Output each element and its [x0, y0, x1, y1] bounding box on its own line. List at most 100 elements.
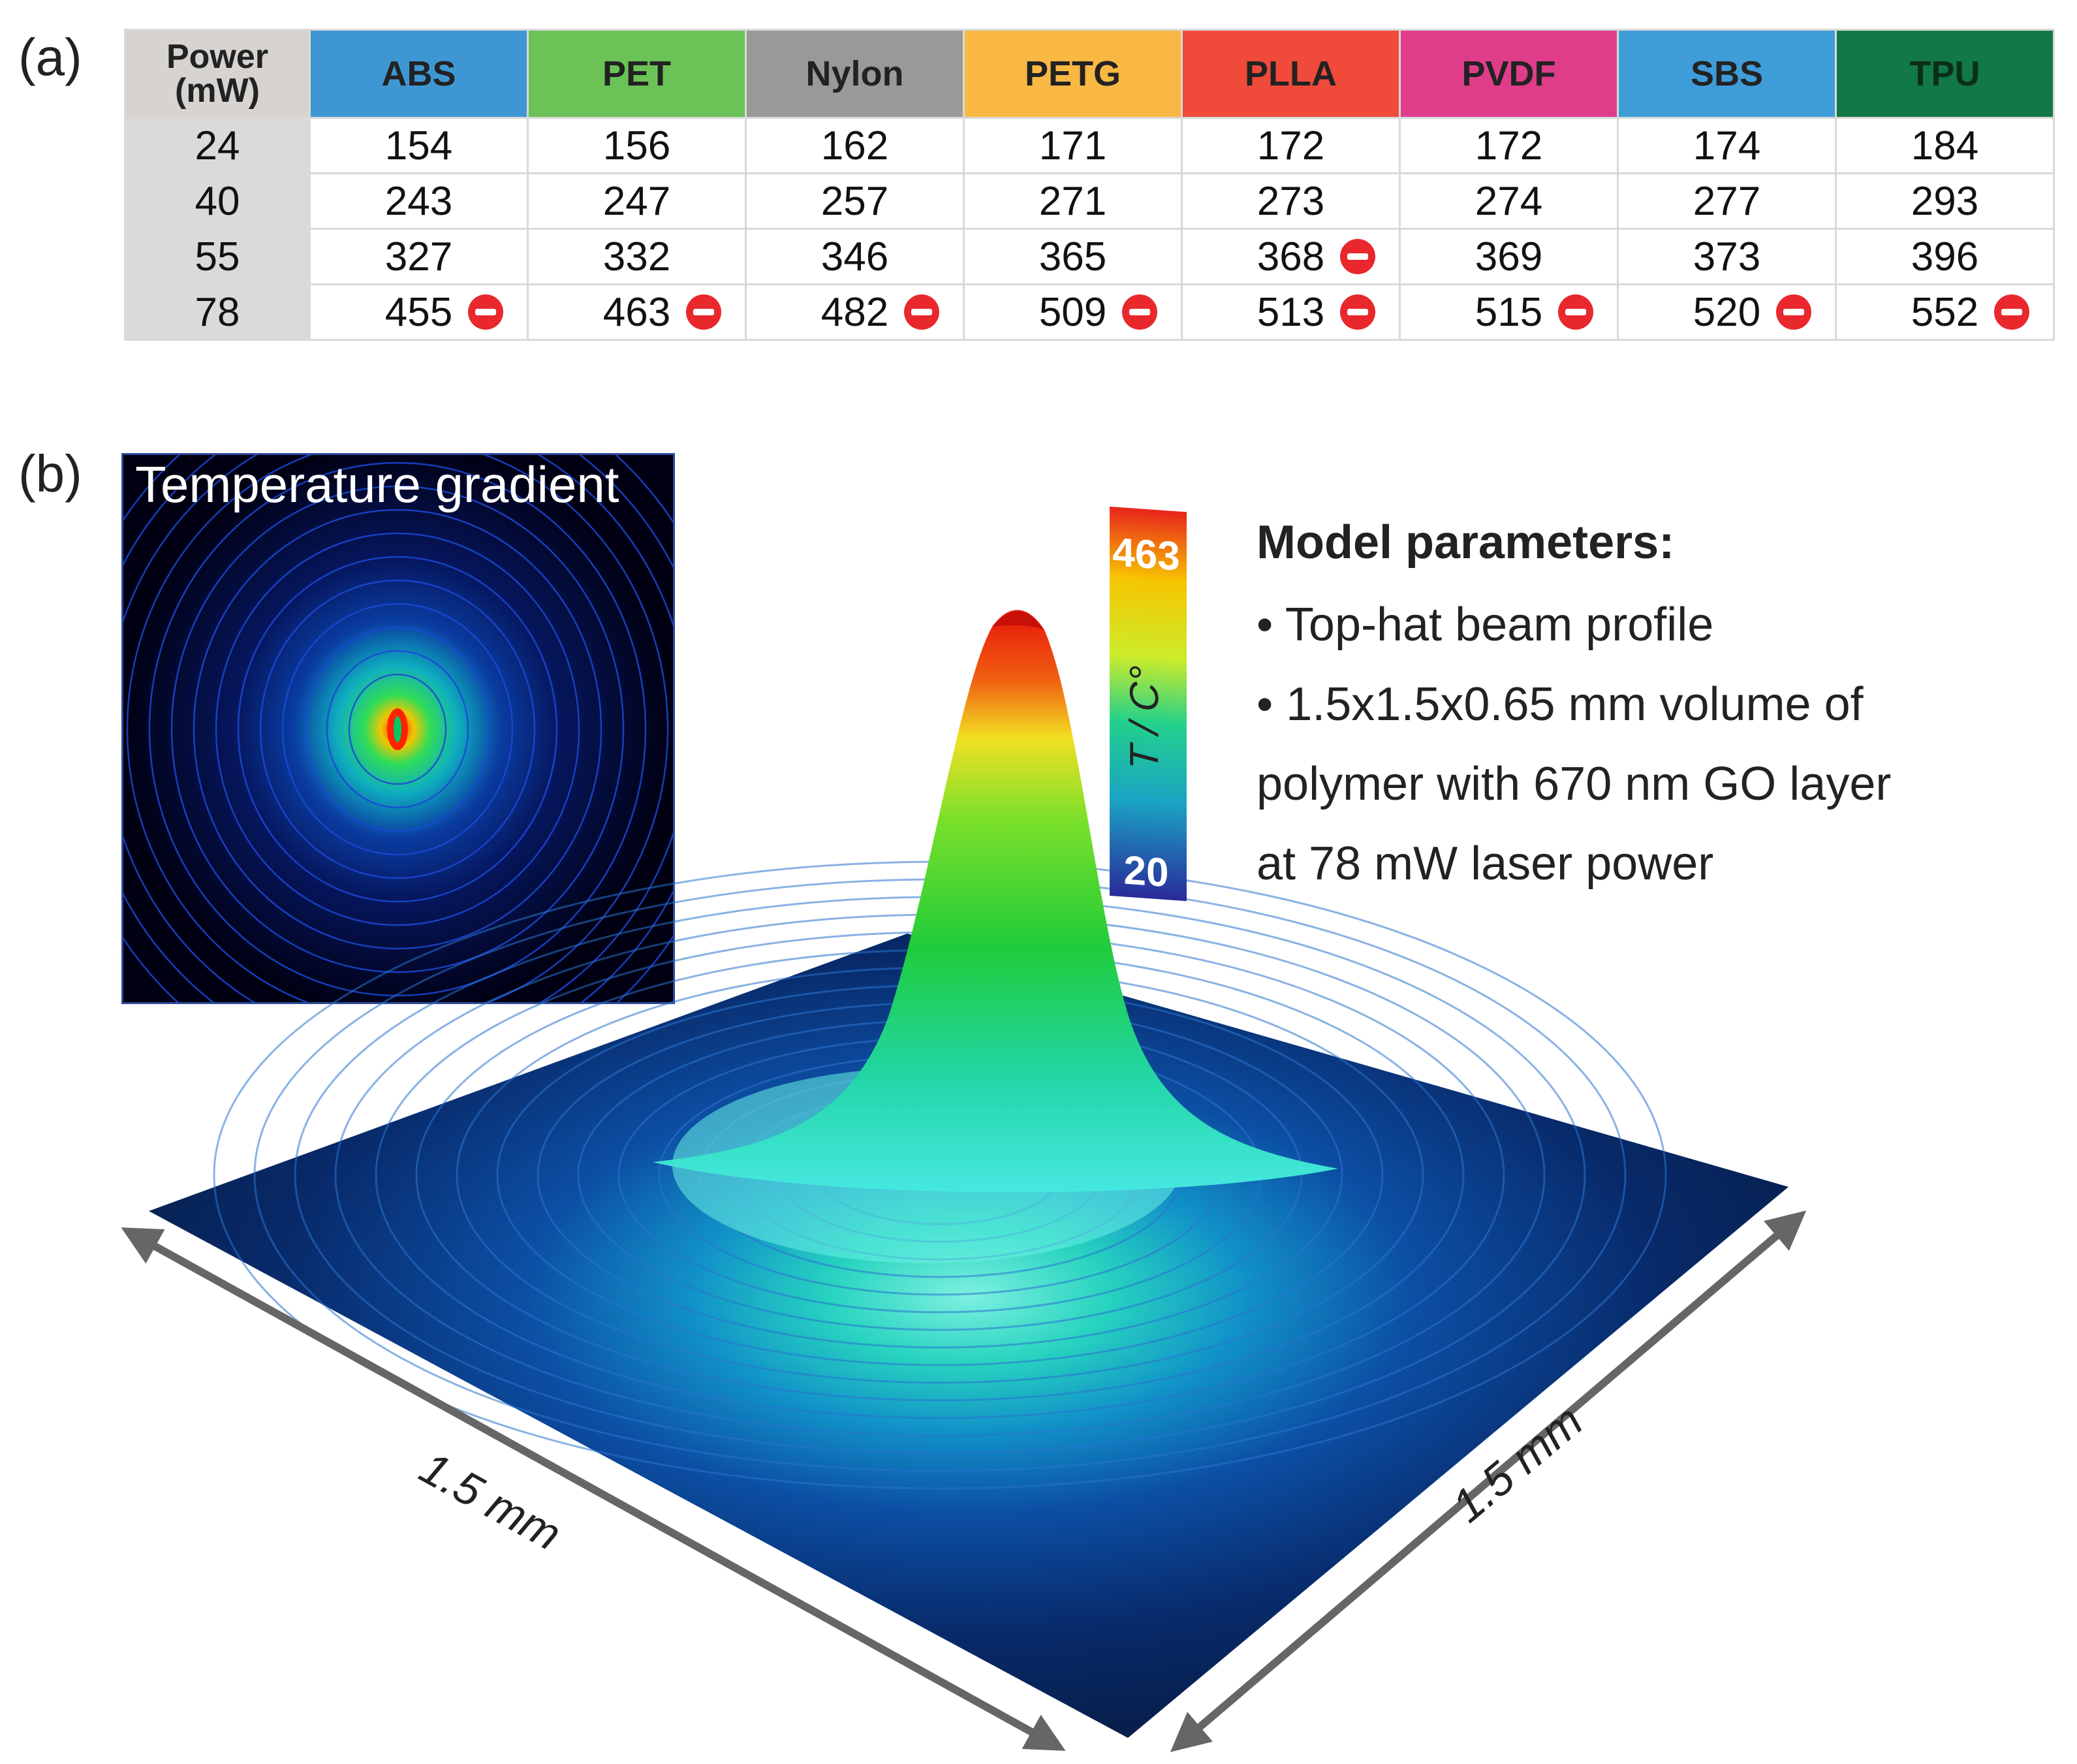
temperature-value: 274: [1475, 178, 1543, 224]
stop-icon: [1340, 239, 1376, 274]
surface-contour: [617, 1037, 1262, 1314]
material-header-pvdf: PVDF: [1399, 29, 1619, 119]
temperature-cell: 455: [309, 283, 529, 341]
temperature-cell: 482: [745, 283, 965, 341]
cell-content: 154: [385, 123, 452, 169]
cell-content: 293: [1911, 178, 1978, 225]
temperature-value: 520: [1693, 289, 1761, 335]
model-parameter-line-4: at 78 mW laser power: [1257, 838, 1714, 890]
power-header-line1: Power: [166, 38, 269, 76]
surface-contour: [537, 1001, 1343, 1349]
axis-label-right: 1.5 mm: [1443, 1395, 1592, 1532]
temperature-value: 463: [602, 289, 671, 335]
cell-content: 369: [1475, 234, 1542, 280]
power-cell: 40: [124, 172, 311, 230]
temperature-cell: 369: [1399, 228, 1619, 285]
cell-content: 274: [1475, 178, 1542, 225]
temperature-value: 368: [1257, 234, 1325, 279]
temperature-gradient-map: Temperature gradient: [123, 455, 673, 1002]
cell-content: 247: [603, 178, 670, 225]
temperature-value: 369: [1475, 234, 1543, 279]
cell-content: 509: [1039, 289, 1158, 336]
power-cell: 78: [124, 283, 311, 341]
temperature-value: 552: [1911, 289, 1979, 335]
temperature-value: 172: [1475, 123, 1543, 168]
stop-icon: [1122, 294, 1158, 330]
surface-contour: [375, 931, 1505, 1419]
stop-icon: [686, 294, 722, 330]
temperature-value: 271: [1038, 178, 1107, 224]
temperature-cell: 513: [1181, 283, 1401, 341]
stop-icon: [1340, 294, 1376, 330]
temperature-cell: 174: [1617, 117, 1837, 174]
surface-contour: [658, 1054, 1222, 1296]
temperature-value: 455: [384, 289, 453, 335]
axis-arrow-right: [1170, 1210, 1807, 1752]
colorbar-gradient: [1110, 507, 1187, 902]
temperature-value: 482: [820, 289, 889, 335]
temperature-cell: 156: [527, 117, 747, 174]
surface-contour: [577, 1019, 1303, 1331]
temperature-cell: 271: [963, 172, 1183, 230]
temperature-cell: 552: [1835, 283, 2055, 341]
axis-arrow-left: [121, 1227, 1066, 1751]
model-parameter-line-2: • 1.5x1.5x0.65 mm volume of: [1257, 678, 1864, 731]
surface-contour: [739, 1090, 1141, 1261]
temperature-cell: 274: [1399, 172, 1619, 230]
model-parameters-title: Model parameters:: [1257, 516, 1675, 569]
cell-content: 552: [1911, 289, 2030, 336]
temperature-cell: 172: [1399, 117, 1619, 174]
stop-icon: [1994, 294, 2030, 330]
surface-glow: [672, 1067, 1181, 1263]
cell-content: 373: [1693, 234, 1760, 280]
temperature-cell: 162: [745, 117, 965, 174]
temperature-value: 277: [1693, 178, 1761, 224]
colorbar-unit-label: T / C°: [1122, 665, 1167, 772]
cell-content: 332: [603, 234, 670, 280]
temperature-value: 172: [1257, 123, 1325, 168]
cell-content: 243: [385, 178, 452, 225]
surface-contour: [698, 1072, 1181, 1278]
inset-title: Temperature gradient: [135, 456, 619, 513]
inset-contour: [348, 673, 447, 785]
table-row: 55 327 332 346 365 368 369 373 396: [124, 228, 2055, 285]
cell-content: 515: [1475, 289, 1594, 336]
temperature-value: 373: [1693, 234, 1761, 279]
temperature-value: 515: [1475, 289, 1543, 335]
material-header-pet: PET: [527, 29, 747, 119]
cell-content: 271: [1039, 178, 1106, 225]
panel-a-label: (a): [18, 28, 82, 86]
model-parameter-line-1: • Top-hat beam profile: [1257, 599, 1714, 651]
inset-contour: [281, 603, 514, 856]
material-header-sbs: SBS: [1617, 29, 1837, 119]
temperature-cell: 365: [963, 228, 1183, 285]
material-header-plla: PLLA: [1181, 29, 1401, 119]
temperature-value: 243: [384, 178, 453, 224]
temperature-cell: 273: [1181, 172, 1401, 230]
cell-content: 482: [820, 289, 940, 336]
inset-contour: [304, 626, 492, 832]
cell-content: 273: [1257, 178, 1324, 225]
cell-content: 455: [384, 289, 504, 336]
temperature-value: 396: [1911, 234, 1979, 279]
temperature-value: 273: [1257, 178, 1325, 224]
temperature-cell: 247: [527, 172, 747, 230]
cell-content: 257: [821, 178, 888, 225]
cell-content: 365: [1039, 234, 1106, 280]
temperature-cell: 520: [1617, 283, 1837, 341]
cell-content: 172: [1257, 123, 1324, 169]
table-header-row: Power (mW) ABS PET Nylon PETG PLLA PVDF …: [124, 29, 2055, 119]
temperature-cell: 293: [1835, 172, 2055, 230]
temperature-value: 174: [1693, 123, 1761, 168]
table-row: 78 455 463 482 509 513 515 520 552: [124, 283, 2055, 341]
temperature-value: 365: [1038, 234, 1107, 279]
cell-content: 156: [603, 123, 670, 169]
cell-content: 172: [1475, 123, 1542, 169]
table-row: 24 154 156 162 171 172 172 174 184: [124, 117, 2055, 174]
temperature-cell: 171: [963, 117, 1183, 174]
temperature-gradient-inset: Temperature gradient: [121, 453, 675, 1004]
colorbar-max-label: 463: [1112, 529, 1179, 579]
temperature-value: 171: [1038, 123, 1107, 168]
cell-content: 520: [1693, 289, 1812, 336]
temperature-cell: 154: [309, 117, 529, 174]
